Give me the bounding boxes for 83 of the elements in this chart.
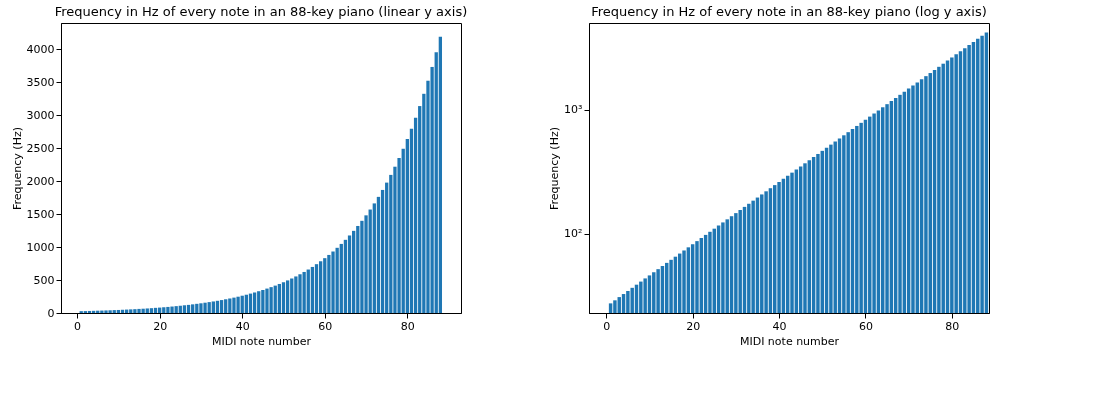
bar (339, 243, 343, 313)
bar (438, 36, 443, 313)
y-tick-label: 2000 (26, 174, 55, 188)
bar (273, 285, 277, 313)
bar (203, 302, 207, 313)
x-axis-title: MIDI note number (739, 334, 840, 348)
bar (199, 303, 203, 313)
x-tick-label: 40 (235, 319, 250, 333)
x-tick-label: 0 (74, 319, 82, 333)
bar (166, 306, 170, 313)
x-tick-label: 60 (318, 319, 333, 333)
bar (352, 230, 356, 313)
bar (331, 251, 335, 313)
y-axis-title: Frequency (Hz) (548, 127, 562, 210)
bar (112, 310, 116, 313)
x-tick-label: 0 (603, 319, 611, 333)
bar (228, 298, 232, 313)
bar (170, 306, 174, 313)
bar (327, 254, 331, 313)
bar (265, 288, 269, 313)
bar (356, 225, 360, 313)
bar (244, 294, 248, 313)
y-tick-label: 1000 (26, 240, 55, 254)
bar (298, 274, 302, 313)
bar (224, 299, 228, 313)
y-axis-title: Frequency (Hz) (10, 127, 24, 210)
bar (257, 291, 261, 313)
bar (195, 303, 199, 313)
bar (211, 301, 215, 313)
x-tick-label: 80 (400, 319, 415, 333)
bar (232, 297, 236, 313)
bar (269, 287, 273, 313)
bar (145, 308, 149, 313)
bar (277, 283, 282, 313)
x-axis-title: MIDI note number (211, 334, 312, 348)
y-tick-label: 500 (33, 273, 55, 287)
x-tick-label: 60 (858, 319, 873, 333)
bar (207, 302, 211, 313)
bar (314, 264, 319, 313)
y-tick-label: 10³ (564, 103, 583, 117)
bar (162, 307, 166, 313)
y-tick-label: 4000 (26, 42, 55, 56)
bar (261, 289, 265, 313)
bar (137, 308, 141, 313)
bar (182, 305, 187, 313)
chart-title: Frequency in Hz of every note in an 88-key piano (linear y axis) (54, 4, 468, 19)
bar (116, 309, 121, 313)
chart-title: Frequency in Hz of every note in an 88-key piano (log y axis) (591, 4, 987, 19)
bar (285, 280, 290, 313)
bar (294, 276, 298, 313)
bar (310, 266, 315, 313)
bar (290, 278, 294, 313)
bar (236, 296, 240, 313)
y-tick-label: 3000 (26, 108, 55, 122)
bar (129, 309, 133, 313)
bar (191, 304, 195, 313)
bar (323, 258, 327, 313)
bar (104, 310, 108, 313)
y-tick-label: 1500 (26, 207, 55, 221)
bar (252, 292, 257, 313)
x-tick-label: 80 (945, 319, 960, 333)
bar (306, 269, 310, 313)
bar (215, 300, 220, 313)
y-tick-label: 10² (564, 227, 583, 241)
bar (343, 239, 348, 313)
bar (149, 308, 154, 313)
x-tick-label: 20 (153, 319, 168, 333)
bar (141, 308, 145, 313)
y-tick-label: 3500 (26, 75, 55, 89)
bar (100, 310, 104, 313)
x-tick-label: 20 (686, 319, 701, 333)
y-tick-label: 0 (47, 306, 55, 320)
bar (174, 306, 178, 313)
bar (281, 282, 286, 313)
x-tick-label: 40 (772, 319, 787, 333)
bar (302, 271, 306, 313)
bar (219, 300, 224, 313)
bar (108, 310, 112, 313)
bar (133, 309, 137, 313)
bar (347, 235, 352, 313)
bar (319, 261, 323, 313)
y-tick-label: 2500 (26, 141, 55, 155)
bar (335, 247, 339, 313)
